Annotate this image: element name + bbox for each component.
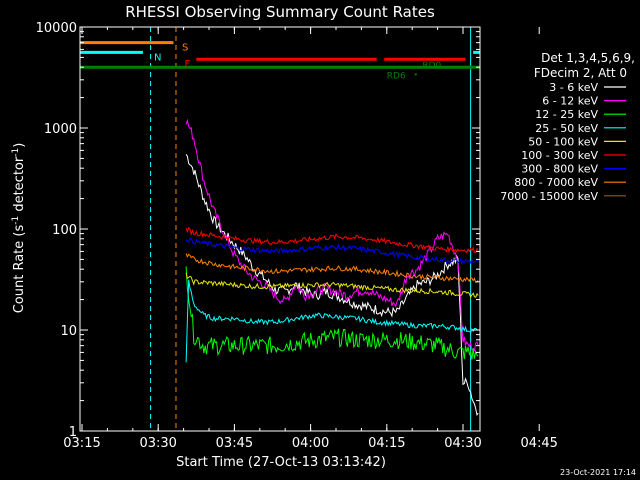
x-tick-label-6: 04:45	[520, 436, 557, 451]
series-line-4	[185, 272, 479, 299]
series-line-3	[185, 279, 479, 363]
flag-label-F: F	[185, 59, 191, 70]
series-line-6	[185, 237, 479, 265]
x-axis: 03:15 03:30 03:45 04:00 04:15 04:30 04:45	[63, 27, 558, 451]
flag-label-N: N	[154, 52, 161, 63]
y-axis-label-end: )	[12, 143, 27, 148]
y-axis: 1 10 100 1000 10000	[36, 21, 480, 440]
plot-area	[80, 27, 480, 431]
x-tick-label-4: 04:15	[368, 436, 405, 451]
legend: Det 1,3,4,5,6,9, FDecim 2, Att 0 3 - 6 k…	[500, 51, 635, 203]
legend-label-6: 300 - 800 keV	[521, 163, 598, 176]
timestamp: 23-Oct-2021 17:14	[560, 468, 636, 477]
x-tick-label-5: 04:30	[444, 436, 481, 451]
legend-label-3: 25 - 50 keV	[535, 122, 598, 135]
chart-title: RHESSI Observing Summary Count Rates	[125, 3, 435, 21]
y-axis-label-sup1: -1	[11, 216, 21, 225]
x-tick-label-3: 04:00	[292, 436, 329, 451]
series-line-0	[185, 154, 479, 416]
legend-label-0: 3 - 6 keV	[549, 81, 598, 94]
annotation-RD6: RD6	[387, 71, 406, 81]
y-tick-label-1: 10	[60, 324, 77, 339]
legend-label-1: 6 - 12 keV	[542, 95, 598, 108]
y-axis-label: Count Rate (s-1 detector-1)	[11, 143, 27, 314]
legend-label-5: 100 - 300 keV	[521, 149, 598, 162]
y-tick-label-3: 1000	[44, 122, 77, 137]
y-axis-label-sup2: -1	[11, 148, 21, 157]
x-axis-label: Start Time (27-Oct-13 03:13:42)	[176, 455, 386, 470]
legend-label-7: 800 - 7000 keV	[514, 176, 598, 189]
annotation-RD0: RD0	[422, 61, 441, 71]
legend-header-line2: FDecim 2, Att 0	[534, 66, 627, 80]
x-tick-label-0: 03:15	[63, 436, 100, 451]
series-line-7	[185, 253, 479, 284]
x-tick-label-2: 03:45	[216, 436, 253, 451]
rd6-dot	[414, 73, 417, 76]
y-axis-label-mid: detector	[12, 156, 27, 216]
legend-label-8: 7000 - 15000 keV	[500, 190, 598, 203]
y-tick-label-4: 10000	[36, 21, 77, 36]
legend-label-4: 50 - 100 keV	[528, 135, 598, 148]
legend-header-line1: Det 1,3,4,5,6,9,	[541, 51, 635, 65]
y-tick-label-0: 1	[69, 425, 77, 440]
series-line-5	[185, 226, 479, 254]
legend-label-2: 12 - 25 keV	[535, 108, 598, 121]
flag-label-S: S	[182, 43, 188, 54]
y-tick-label-2: 100	[52, 223, 77, 238]
y-axis-label-main: Count Rate (s	[12, 225, 27, 314]
series-line-2	[185, 266, 479, 360]
x-tick-label-1: 03:30	[139, 436, 176, 451]
